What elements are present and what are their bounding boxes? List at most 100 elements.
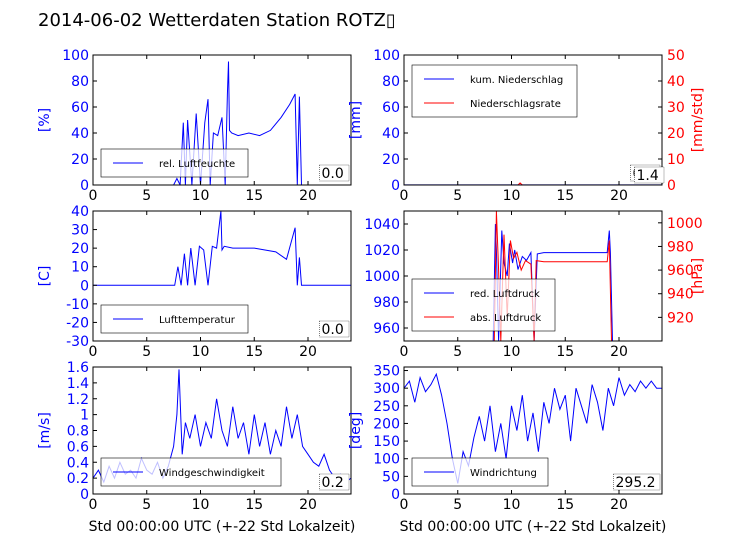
y2-tick-label: 50: [667, 48, 685, 64]
y-tick-label: 60: [71, 100, 89, 116]
y-tick-label: 40: [71, 126, 89, 142]
value-box-text: 0.2: [322, 475, 344, 491]
value-box: [319, 320, 350, 338]
panel-4: 0 5 10 15 20 960 980 1000 1020 1040 920 940 960 980 10…: [364, 210, 706, 360]
plot-frame: [92, 210, 352, 342]
y-tick-label: 1000: [364, 269, 400, 285]
y2-tick-label: 10: [667, 152, 685, 168]
value-box-right: [634, 166, 665, 184]
x-tick-label: 10: [503, 344, 521, 360]
value-box-right-text: 1.4: [637, 168, 659, 184]
y-tick-label: 1040: [364, 217, 400, 233]
y-tick-label: 20: [71, 241, 89, 257]
y-axis-label: [m/s]: [37, 412, 53, 449]
value-box: [613, 473, 661, 491]
value-box-text: 0.0: [322, 322, 344, 338]
y2-tick-label: 980: [667, 239, 694, 255]
series-line-4-1: [492, 223, 613, 341]
legend: rel. Luftfeuchte: [100, 148, 249, 178]
x-tick-label: 20: [610, 344, 628, 360]
legend-label: kum. Niederschlag: [470, 75, 563, 86]
x-tick-label: 0: [89, 188, 98, 204]
y-tick-label: 1.4: [67, 376, 89, 392]
legend-label: rel. Luftfeuchte: [159, 159, 235, 170]
page-title: 2014-06-02 Wetterdaten Station ROTZ▯: [38, 10, 396, 31]
y2-axis-label: [mm/std]: [690, 88, 706, 153]
y-tick-label: 0: [391, 487, 400, 503]
y-tick-label: 20: [71, 152, 89, 168]
y-tick-label: 0.2: [67, 471, 89, 487]
y-tick-label: 60: [382, 100, 400, 116]
x-tick-label: 20: [610, 188, 628, 204]
legend-box: [411, 457, 549, 487]
legend-label: red. Luftdruck: [470, 289, 540, 300]
plot-frame: [92, 54, 352, 186]
y-tick-label: 980: [373, 295, 400, 311]
series-line-6-1: [404, 372, 662, 484]
value-box: [319, 164, 350, 182]
x-tick-label: 5: [453, 497, 462, 513]
y-tick-label: 80: [71, 74, 89, 90]
y-tick-label: 350: [373, 364, 400, 380]
y-tick-label: -10: [66, 297, 89, 313]
panel-1: 0 5 10 15 20 0 20 40 60 80 100 [%] 0.0 rel. Luftfeuch…: [37, 48, 352, 204]
legend: kum. Niederschlag Niederschlagsrate: [411, 64, 578, 118]
y-tick-label: 1.2: [67, 392, 89, 408]
x-tick-label: 10: [503, 497, 521, 513]
y-axis-label: [mm]: [348, 101, 364, 139]
y-tick-label: 150: [373, 434, 400, 450]
value-box-text: 0.0: [322, 166, 344, 182]
x-tick-label: 0: [400, 188, 409, 204]
series-line-3-1: [93, 211, 351, 286]
value-box: [319, 473, 350, 491]
y-tick-label: 100: [373, 452, 400, 468]
plot-frame: [403, 54, 663, 186]
x-tick-label: 5: [453, 344, 462, 360]
x-tick-label: 10: [192, 188, 210, 204]
x-tick-label: 10: [192, 497, 210, 513]
y2-tick-label: 20: [667, 126, 685, 142]
y-tick-label: 50: [382, 469, 400, 485]
y-tick-label: 30: [71, 223, 89, 239]
y-tick-label: 80: [382, 74, 400, 90]
x-tick-label: 15: [245, 344, 263, 360]
legend: Lufttemperatur: [100, 304, 249, 334]
panel-5: 0 5 10 15 2000.20.40.60.811.21.41.6[m/s]Std …: [37, 360, 355, 535]
y-axis-label: [C]: [37, 266, 53, 287]
y-tick-label: 0: [80, 178, 89, 194]
y-tick-label: 10: [71, 260, 89, 276]
y-tick-label: -30: [66, 334, 89, 350]
y-tick-label: 0: [80, 278, 89, 294]
y2-tick-label: 960: [667, 263, 694, 279]
x-tick-label: 15: [556, 188, 574, 204]
legend: red. Luftdruck abs. Luftdruck: [411, 278, 556, 332]
x-tick-label: 15: [556, 497, 574, 513]
legend-label: Lufttemperatur: [159, 315, 236, 326]
y2-tick-label: 0: [667, 178, 676, 194]
x-tick-label: 5: [453, 188, 462, 204]
y-tick-label: 100: [62, 48, 89, 64]
y2-tick-label: 940: [667, 287, 694, 303]
value-box-text: 295.2: [616, 475, 656, 491]
x-tick-label: 10: [192, 344, 210, 360]
legend-box: [411, 64, 578, 118]
y-tick-label: 0.4: [67, 455, 89, 471]
y2-tick-label: 920: [667, 310, 694, 326]
y2-tick-label: 40: [667, 74, 685, 90]
y2-axis-label: [hPa]: [690, 258, 706, 294]
legend-label: Niederschlagsrate: [470, 99, 561, 110]
y-tick-label: 0: [80, 487, 89, 503]
x-tick-label: 5: [142, 344, 151, 360]
y-tick-label: 300: [373, 381, 400, 397]
x-tick-label: 15: [245, 497, 263, 513]
panel-3: 0 5 10 15 20 -30 -20 -10 0 10 20 30 40 [C] 0.0 Lufttemp…: [37, 204, 352, 360]
x-tick-label: 20: [610, 497, 628, 513]
x-tick-label: 15: [245, 188, 263, 204]
legend: Windrichtung: [411, 457, 549, 487]
y-tick-label: 40: [382, 126, 400, 142]
y-tick-label: 0: [391, 178, 400, 194]
y-tick-label: 200: [373, 416, 400, 432]
x-tick-label: 10: [503, 188, 521, 204]
